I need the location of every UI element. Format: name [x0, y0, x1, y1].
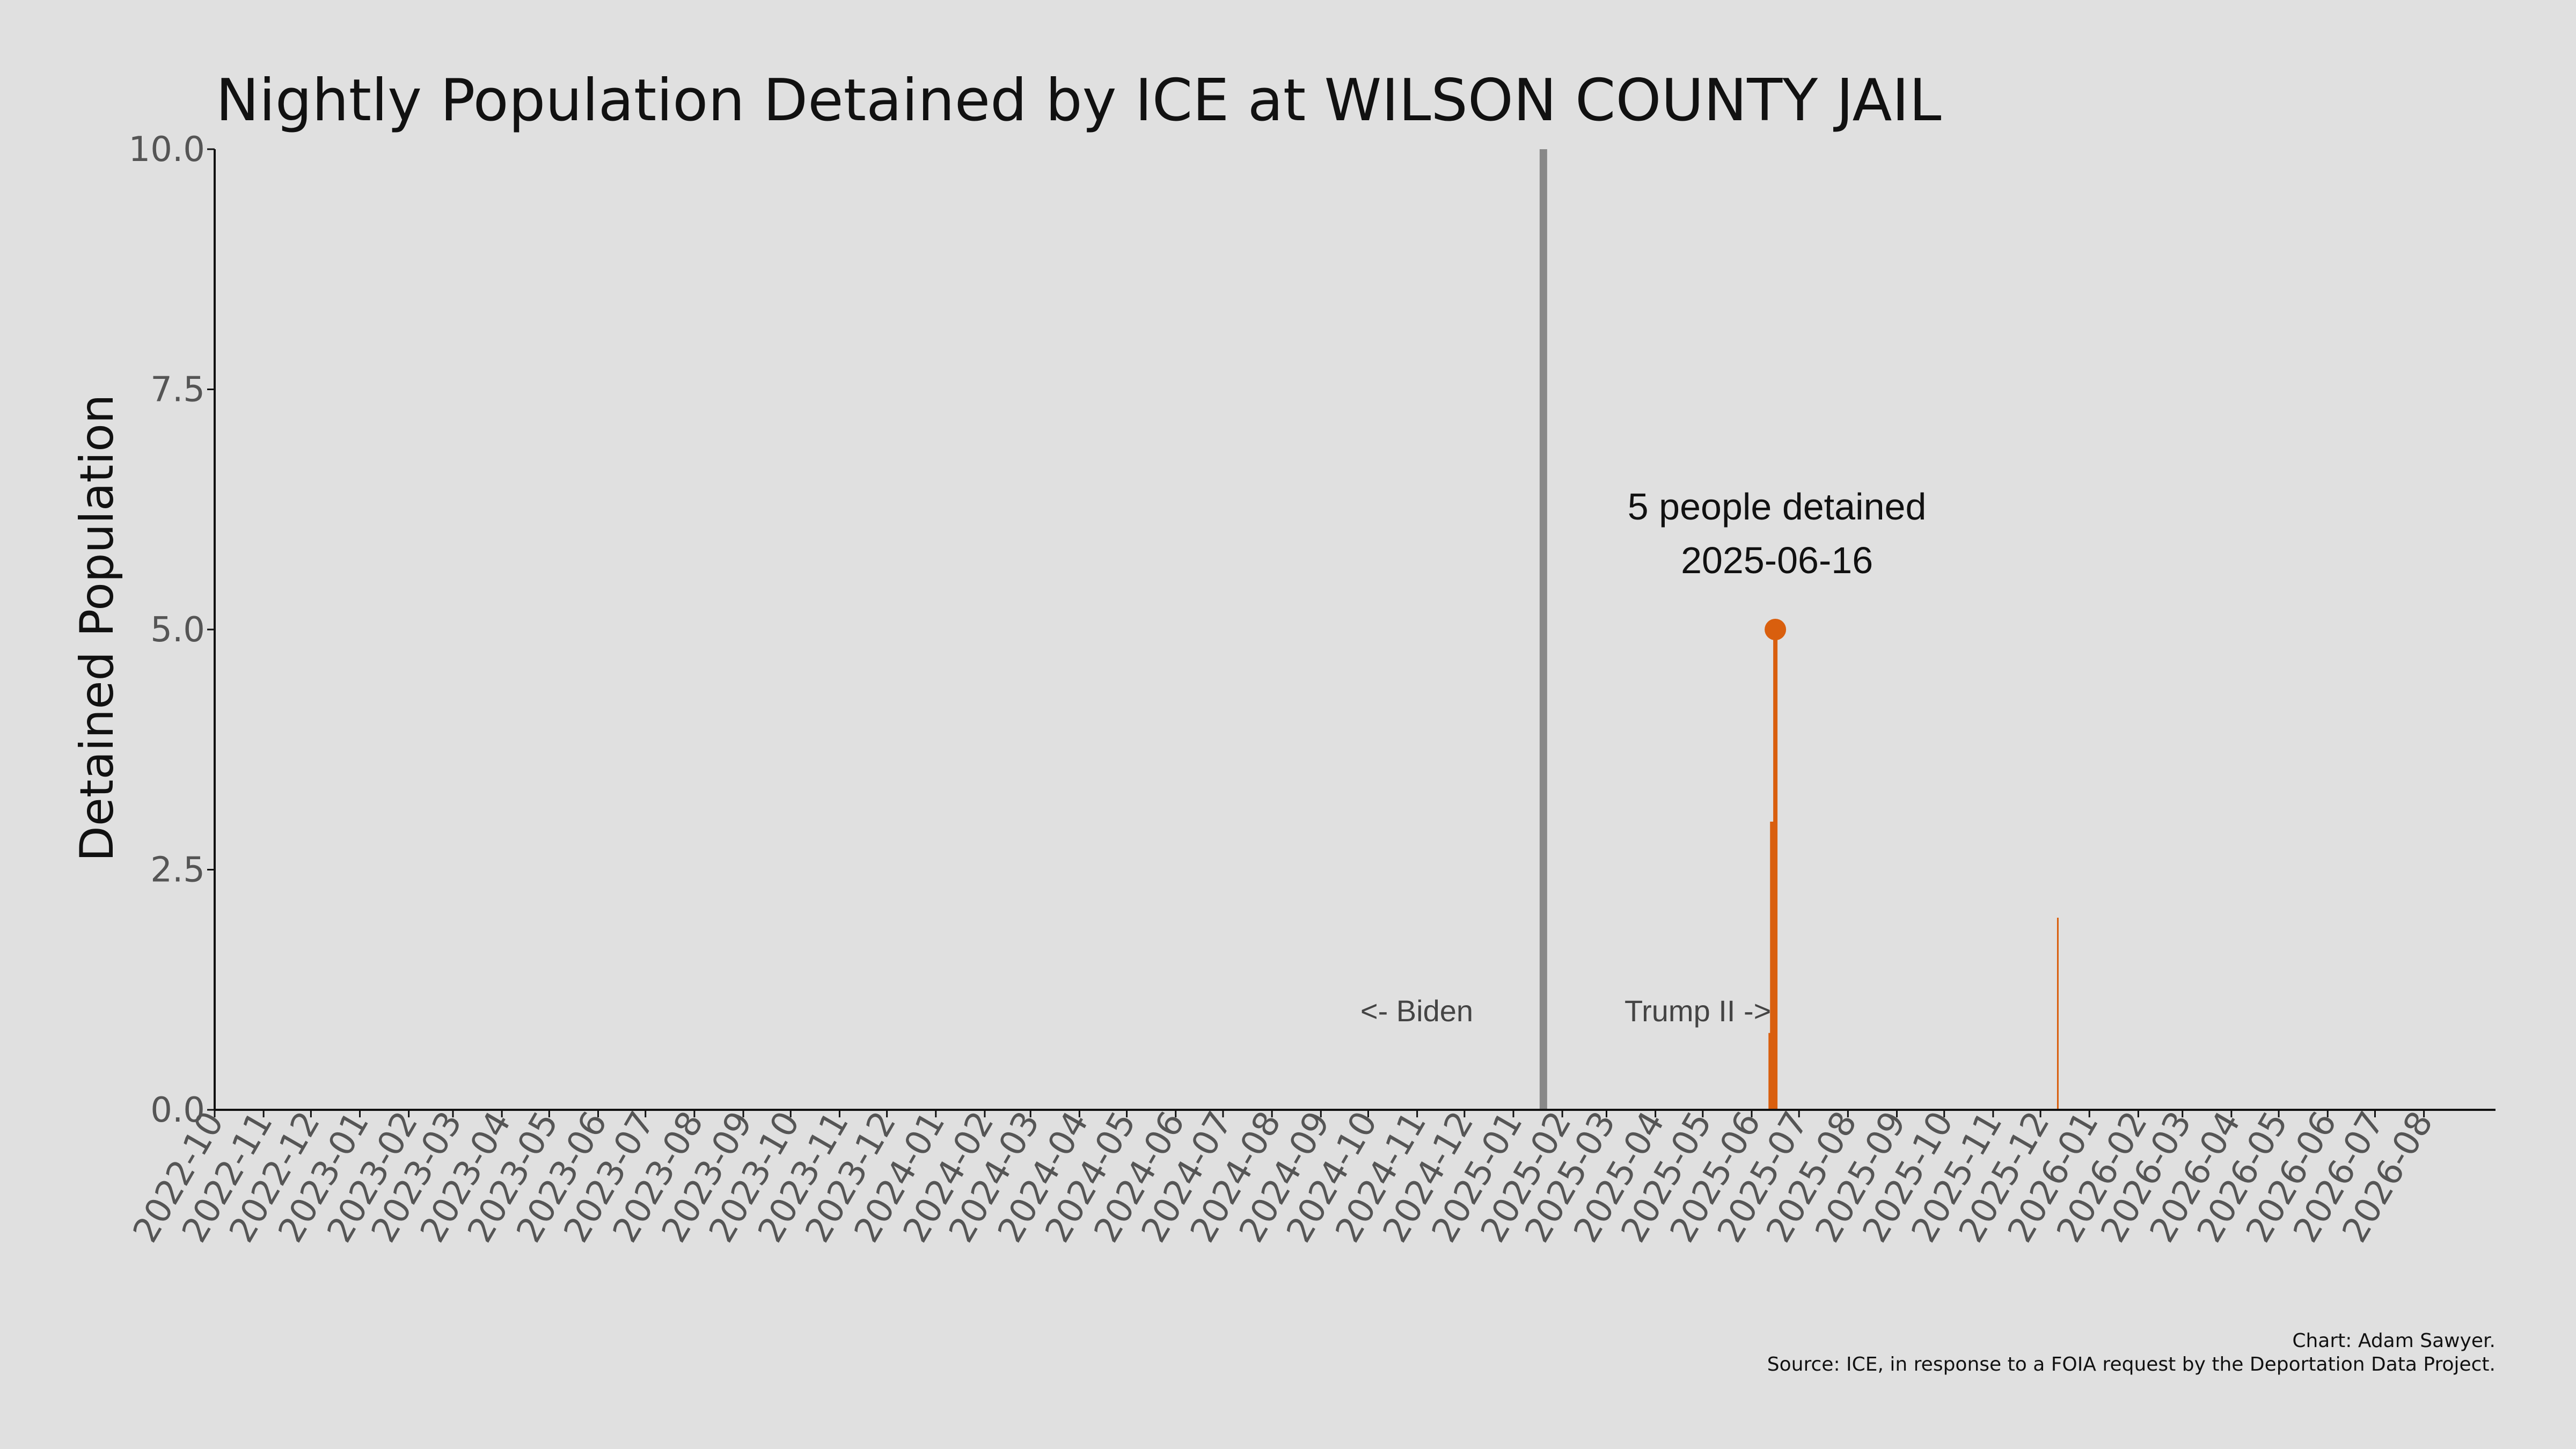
y-ticks: 0.0 2.5 5.0 7.5 10.0 — [129, 130, 215, 1130]
bar — [2057, 918, 2059, 1110]
bar — [1773, 630, 1778, 1110]
credit-source: Source: ICE, in response to a FOIA reque… — [1767, 1353, 2496, 1375]
x-ticks: 2022-102022-112022-122023-012023-022023-… — [126, 1105, 2441, 1249]
y-tick-label: 7.5 — [150, 370, 205, 410]
bar — [1770, 822, 1775, 1110]
y-tick-label: 0.0 — [150, 1091, 205, 1130]
y-tick-label: 10.0 — [129, 130, 206, 170]
y-tick-label: 2.5 — [150, 851, 205, 890]
y-tick-label: 5.0 — [150, 610, 205, 650]
bars-layer — [1768, 630, 2059, 1110]
credit-author: Chart: Adam Sawyer. — [2292, 1330, 2496, 1352]
annotation-line-1: 5 people detained — [1628, 486, 1927, 528]
y-axis-label: Detained Population — [70, 394, 124, 862]
chart-title: Nightly Population Detained by ICE at WI… — [216, 67, 1941, 134]
era-label-biden: <- Biden — [1360, 994, 1473, 1028]
highlight-layer: 5 people detained 2025-06-16 — [1628, 486, 1927, 640]
highlight-point — [1765, 619, 1787, 640]
annotation-line-2: 2025-06-16 — [1681, 539, 1873, 581]
era-label-trump: Trump II -> — [1624, 994, 1771, 1028]
